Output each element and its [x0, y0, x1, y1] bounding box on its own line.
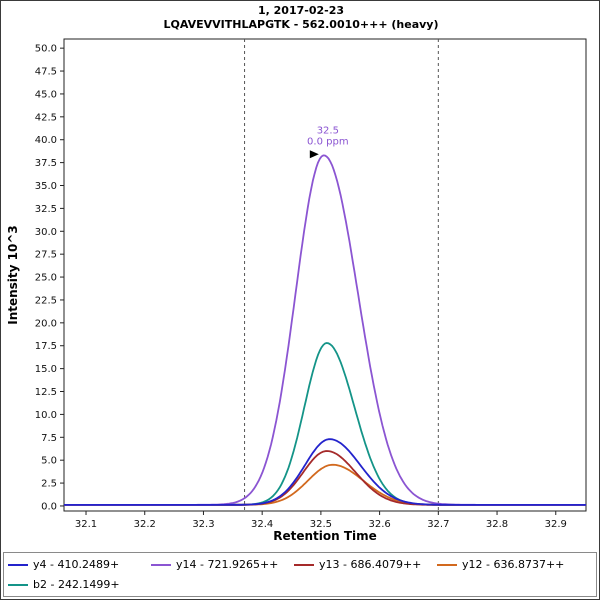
y-tick-label: 20.0: [35, 318, 57, 329]
y-axis-title: Intensity 10^3: [6, 225, 20, 325]
x-tick-label: 32.2: [134, 519, 156, 530]
y-tick-label: 10.0: [35, 410, 57, 421]
chromatogram-curve-b2: [64, 342, 586, 506]
y-tick-label: 32.5: [35, 204, 57, 215]
legend-item-y13: y13 - 686.4079++: [294, 558, 437, 572]
y-tick-label: 15.0: [35, 364, 57, 375]
plot-layer: 0.0 2.5 5.0 7.5 10.0 12.5 15.0 17.5 20.0 22.5 25.0…: [35, 38, 587, 530]
legend-item-y14: y14 - 721.9265++: [151, 558, 294, 572]
y-tick-label: 47.5: [35, 67, 57, 78]
y-tick-label: 35.0: [35, 181, 57, 192]
x-tick-label: 32.9: [545, 519, 567, 530]
y-tick-label: 7.5: [41, 433, 57, 444]
legend-rows: y4 - 410.2489+ y14 - 721.9265++ y13 - 686.…: [8, 555, 596, 595]
legend-item-y12: y12 - 636.8737++: [437, 558, 580, 572]
y-tick-label: 0.0: [41, 501, 57, 512]
chromatogram-curve-y14: [64, 154, 586, 506]
x-tick-label: 32.8: [486, 519, 508, 530]
y-tick-label: 17.5: [35, 341, 57, 352]
y-tick-label: 12.5: [35, 387, 57, 398]
y-tick-label: 25.0: [35, 273, 57, 284]
x-tick-label: 32.6: [368, 519, 390, 530]
y-tick-label: 37.5: [35, 158, 57, 169]
chart-title-replicate: 1, 2017-02-23: [258, 4, 344, 17]
chromatogram-curve-y12: [64, 463, 586, 506]
x-tick-label: 32.4: [251, 519, 273, 530]
legend-line-swatch-y14: [151, 564, 171, 566]
legend-row: b2 - 242.1499+: [8, 575, 596, 595]
legend-label-y13: y13 - 686.4079++: [319, 558, 422, 571]
legend-row: y4 - 410.2489+ y14 - 721.9265++ y13 - 686.…: [8, 555, 596, 575]
legend-label-y12: y12 - 636.8737++: [462, 558, 565, 571]
legend-line-swatch-y12: [437, 564, 457, 566]
legend-label-b2: b2 - 242.1499+: [33, 578, 120, 591]
y-tick-label: 5.0: [41, 456, 57, 467]
legend-item-b2: b2 - 242.1499+: [8, 578, 151, 592]
legend-line-swatch-b2: [8, 584, 28, 586]
x-tick-label: 32.5: [310, 519, 332, 530]
chromatogram-curve-y13: [64, 450, 586, 506]
legend-label-y4: y4 - 410.2489+: [33, 558, 120, 571]
x-tick-label: 32.3: [192, 519, 214, 530]
peak-ppm-label[interactable]: 0.0 ppm: [307, 136, 349, 147]
legend-label-y14: y14 - 721.9265++: [176, 558, 279, 571]
legend-item-y4: y4 - 410.2489+: [8, 558, 151, 572]
y-tick-label: 42.5: [35, 112, 57, 123]
legend-line-swatch-y4: [8, 564, 28, 566]
chromatogram-plot[interactable]: 1, 2017-02-23 LQAVEVVITHLAPGTK - 562.001…: [1, 1, 600, 547]
chromatogram-curve-y4: [64, 438, 586, 506]
y-tick-label: 22.5: [35, 295, 57, 306]
x-tick-label: 32.1: [75, 519, 97, 530]
y-tick-label: 50.0: [35, 44, 57, 55]
y-tick-label: 27.5: [35, 250, 57, 261]
y-tick-label: 45.0: [35, 89, 57, 100]
y-tick-label: 40.0: [35, 135, 57, 146]
plot-frame: [63, 38, 587, 512]
y-tick-label: 2.5: [41, 479, 57, 490]
x-tick-label: 32.7: [427, 519, 449, 530]
peak-rt-label[interactable]: 32.5: [317, 125, 339, 136]
chart-title-peptide: LQAVEVVITHLAPGTK - 562.0010+++ (heavy): [164, 18, 439, 31]
peak-apex-arrow-icon: [309, 150, 319, 159]
x-axis-title: Retention Time: [273, 529, 377, 543]
y-tick-label: 30.0: [35, 227, 57, 238]
legend-line-swatch-y13: [294, 564, 314, 566]
legend: y4 - 410.2489+ y14 - 721.9265++ y13 - 686.…: [3, 552, 597, 597]
